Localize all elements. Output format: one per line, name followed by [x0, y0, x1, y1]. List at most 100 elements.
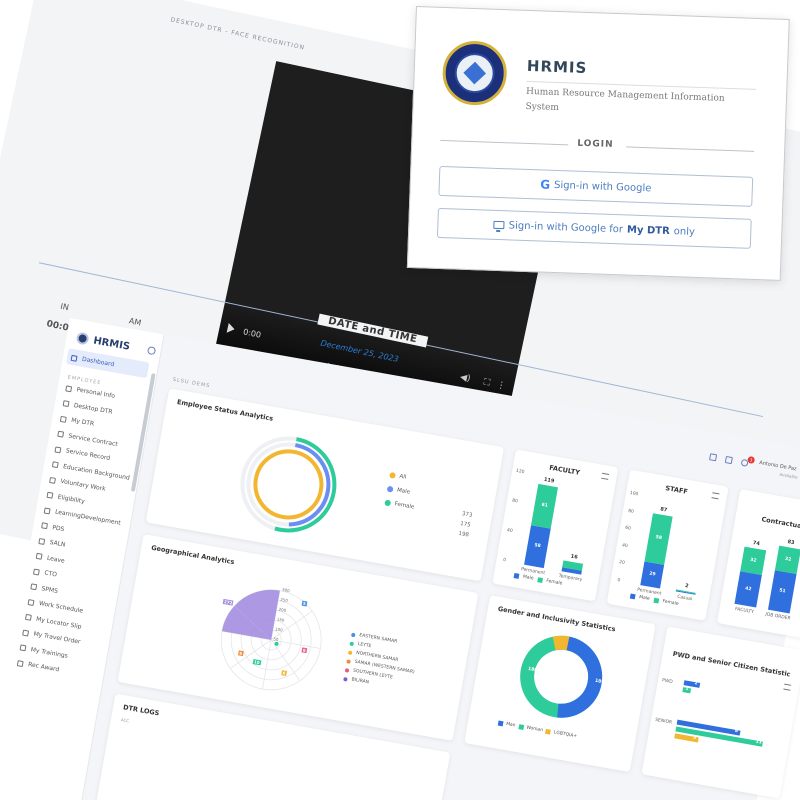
axis-tick: 80	[627, 508, 635, 515]
sidebar-item-label: Voluntary Work	[59, 477, 107, 493]
sidebar-item[interactable]: SALN	[38, 537, 66, 549]
legend-dot	[351, 632, 356, 637]
sidebar-item-label: CTO	[43, 569, 58, 579]
volume-icon[interactable]: ◀)	[459, 372, 472, 385]
axis-tick: 200	[278, 606, 287, 613]
dtr-signin-suffix: only	[673, 225, 696, 238]
sidebar-item-label: Desktop DTR	[73, 401, 114, 416]
google-icon: G	[539, 177, 551, 192]
axis-tick: 150	[276, 616, 285, 623]
nav-icon	[43, 506, 51, 514]
card-title: Geographical Analytics	[150, 543, 236, 567]
sidebar-item[interactable]: My DTR	[59, 415, 95, 428]
sidebar-item[interactable]: PDS	[41, 522, 65, 533]
sidebar-item[interactable]: CTO	[32, 568, 58, 579]
divider	[626, 146, 755, 152]
contractual-chart: 74 42 32 FACULTY 83 51 32 JOB ORDER	[734, 489, 800, 622]
axis-tick: 50	[272, 636, 279, 643]
user-name[interactable]: Antonio De Paz	[758, 459, 798, 473]
sidebar-item-label: Service Record	[65, 447, 111, 463]
legend-swatch	[536, 577, 543, 583]
legend-dot	[346, 658, 351, 664]
legend-label: Female	[661, 599, 679, 607]
gender-donut	[520, 635, 603, 718]
employee-status-legend: All 373 Male 175 Female 198	[169, 388, 504, 539]
menu-icon[interactable]	[783, 683, 792, 691]
faculty-chart: 119 58 61 Permanent 16 Temporary 120 80 40 0 Male F…	[503, 449, 618, 586]
legend-item: LEYTE	[349, 641, 372, 649]
sidebar-item[interactable]: My Trainings	[19, 644, 68, 659]
dtr-logs-sub: ACC	[120, 717, 130, 724]
refresh-icon[interactable]	[709, 453, 718, 462]
legend-swatch	[497, 720, 504, 727]
axis-tick: 100	[274, 626, 284, 633]
geo-value-tag: 8	[301, 647, 308, 654]
sidebar-item[interactable]: Service Record	[54, 445, 111, 463]
dashboard: HRMIS Dashboard EMPLOYEE Personal Info De…	[0, 318, 800, 800]
monitor-icon	[70, 354, 78, 362]
fullscreen-icon[interactable]: ⛶	[482, 377, 491, 389]
sidebar-item[interactable]: Desktop DTR	[62, 400, 114, 416]
sidebar-item[interactable]: Leave	[35, 552, 66, 565]
sidebar-item[interactable]: Eligibility	[46, 491, 85, 505]
sidebar-item[interactable]: Work Schedule	[27, 598, 84, 615]
pwd-card: PWD and Senior Citizen Statistic PWD 2 1 SE…	[641, 626, 800, 799]
google-dtr-signin-button[interactable]: Sign-in with Google for My DTR only	[436, 207, 752, 249]
geo-value-tag: 5	[301, 600, 308, 607]
app-subtitle: Human Resource Management Information Sy…	[525, 86, 725, 114]
employee-status-card: Employee Status Analytics All 373 Male 175 F…	[145, 388, 505, 582]
sidebar-item-label: My Travel Order	[32, 630, 81, 646]
nav-icon	[65, 384, 73, 392]
sidebar-item[interactable]: SPMS	[30, 583, 58, 594]
sidebar-item[interactable]: Voluntary Work	[49, 476, 106, 493]
sidebar-item[interactable]: Rec Award	[16, 659, 60, 673]
sidebar-item[interactable]: My Locator Slip	[24, 613, 82, 630]
axis-tick: 40	[621, 543, 629, 550]
bar-category: JOB ORDER	[764, 612, 791, 622]
brand[interactable]: HRMIS	[75, 331, 131, 353]
sidebar-item-label: PDS	[51, 523, 65, 533]
more-icon[interactable]: ⋮	[495, 380, 507, 392]
nav-icon	[49, 476, 57, 484]
menu-icon[interactable]	[711, 492, 720, 500]
legend-label: LGBTQIA+	[553, 730, 578, 740]
legend-label: All	[398, 473, 407, 481]
sidebar-item-label: Service Contract	[67, 432, 119, 448]
axis-tick: 250	[279, 596, 289, 604]
sidebar-item[interactable]: My Travel Order	[22, 629, 81, 646]
nav-icon	[22, 629, 30, 637]
play-icon[interactable]	[226, 322, 236, 335]
legend-swatch	[629, 593, 636, 600]
sidebar-item-label: My DTR	[70, 416, 95, 428]
nav-icon	[57, 430, 65, 438]
sidebar-item-label: My Trainings	[30, 645, 69, 660]
nav-icon	[35, 552, 43, 560]
legend-swatch	[545, 728, 552, 735]
am-in-label: IN	[59, 301, 70, 313]
brand-logo-icon	[75, 331, 90, 346]
sidebar-item-label: Leave	[46, 554, 66, 565]
menu-icon[interactable]	[601, 472, 610, 480]
axis-tick: 100	[629, 490, 639, 498]
sidebar-scrollbar[interactable]	[130, 373, 156, 492]
nav-icon	[24, 613, 32, 621]
legend-label: Male	[638, 595, 651, 602]
sidebar-item-label: Personal Info	[76, 386, 116, 400]
brand-name: HRMIS	[92, 334, 131, 353]
sidebar-item[interactable]: Service Contract	[57, 430, 119, 448]
geo-slice-samar	[234, 589, 280, 640]
nav-icon	[16, 659, 24, 667]
legend-dot	[347, 649, 353, 655]
google-signin-label: Sign-in with Google	[553, 179, 652, 194]
legend-dot	[389, 471, 397, 479]
ring-female	[240, 436, 337, 533]
legend-label: BILIRAN	[351, 677, 370, 686]
expand-icon[interactable]	[724, 456, 733, 465]
legend-count: 373	[461, 511, 473, 519]
google-signin-button[interactable]: G Sign-in with Google	[438, 165, 754, 207]
staff-card: STAFF 87 29 58 Permanent 2 Casual 100 80 60 40 20 0…	[606, 469, 729, 621]
sidebar-item-label: Eligibility	[57, 493, 86, 505]
card-title: DTR LOGS	[122, 703, 160, 718]
settings-icon[interactable]	[146, 346, 157, 356]
sidebar-item[interactable]: Personal Info	[65, 384, 115, 400]
